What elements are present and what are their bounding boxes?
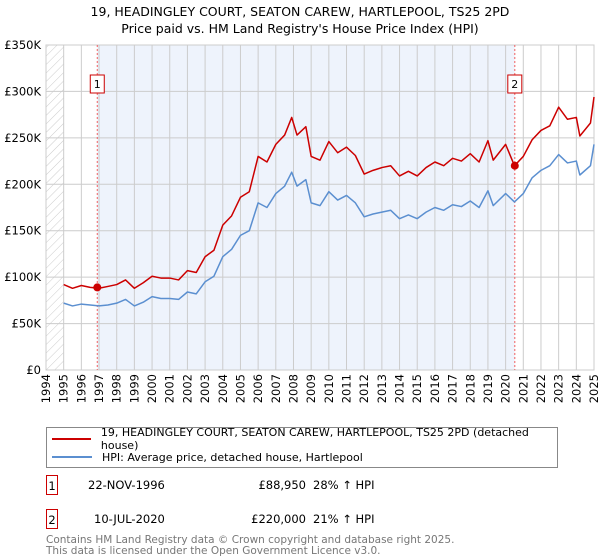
sale-row-2: 2 10-JUL-2020 £220,000 21% ↑ HPI [46,509,546,529]
x-tick-label: 2014 [393,374,407,403]
legend: 19, HEADINGLEY COURT, SEATON CAREW, HART… [46,426,558,468]
x-tick-label: 2007 [269,374,283,403]
y-tick-label: £100K [4,270,41,284]
x-tick-label: 1999 [127,374,141,403]
ownership-shading [97,45,515,370]
x-tick-label: 2019 [481,374,495,403]
property-price-line [63,96,595,290]
x-tick-label: 2009 [304,374,318,403]
y-tick-label: £50K [12,317,42,331]
hpi-line [63,144,595,307]
x-tick-label: 1998 [110,374,124,403]
x-tick-label: 2020 [499,374,513,403]
pre-data-hatch [46,45,64,370]
x-tick-label: 2011 [340,374,354,403]
sale-price: £220,000 [251,512,306,526]
sale-badge: 2 [46,509,58,529]
price-chart: 1994 1995 1996 1997 1998 1999 2000 2001 2002 2003… [4,38,600,403]
y-tick-label: £0 [26,363,41,377]
x-tick-label: 2006 [251,374,265,403]
x-tick-label: 2000 [145,374,159,403]
plot-border [45,44,595,371]
sale-row-1: 1 22-NOV-1996 £88,950 28% ↑ HPI [46,475,546,495]
footer-licence: This data is licensed under the Open Gov… [46,545,381,557]
x-tick-label: 2010 [322,374,336,403]
sale-label-box [507,74,523,94]
x-tick-label: 2013 [375,374,389,403]
x-tick-label: 2022 [534,374,548,403]
sale-label-box [89,74,105,94]
x-tick-label: 2008 [286,374,300,403]
x-tick-label: 2015 [410,374,424,403]
sale-price: £88,950 [258,478,306,492]
x-tick-label: 2021 [516,374,530,403]
x-tick-label: 2004 [216,374,230,403]
x-tick-label: 2005 [233,374,247,403]
sale-date: 10-JUL-2020 [94,512,165,526]
sale-badge: 1 [46,475,58,495]
x-tick-label: 2018 [463,374,477,403]
sale-label: 1 [94,78,101,91]
chart-title: 19, HEADINGLEY COURT, SEATON CAREW, HART… [90,4,510,19]
x-tick-label: 2017 [446,374,460,403]
sale-label: 2 [511,78,518,91]
legend-swatch-property [52,438,91,440]
y-tick-label: £350K [4,38,41,52]
x-tick-label: 2003 [198,374,212,403]
x-tick-label: 2001 [163,374,177,403]
footer-copyright: Contains HM Land Registry data © Crown c… [46,534,455,546]
x-tick-label: 1997 [92,374,106,403]
x-tick-label: 1996 [74,374,88,403]
x-tick-label: 2025 [587,374,600,403]
x-tick-label: 2012 [357,374,371,403]
sale-point [510,161,519,170]
sale-point [93,283,102,292]
y-tick-label: £300K [4,84,41,98]
x-tick-label: 1995 [57,374,71,403]
sale-date: 22-NOV-1996 [88,478,165,492]
x-tick-label: 2024 [569,374,583,403]
x-tick-label: 2002 [180,374,194,403]
y-tick-label: £150K [4,224,41,238]
sale-hpi-change: 28% ↑ HPI [313,478,375,492]
legend-swatch-hpi [52,456,92,458]
legend-label-hpi: HPI: Average price, detached house, Hart… [102,450,363,464]
x-tick-label: 1994 [39,374,53,403]
x-tick-label: 2016 [428,374,442,403]
x-tick-label: 2023 [552,374,566,403]
y-tick-label: £250K [4,131,41,145]
legend-label-property: 19, HEADINGLEY COURT, SEATON CAREW, HART… [100,426,529,452]
chart-subtitle: Price paid vs. HM Land Registry's House … [121,21,479,36]
y-tick-label: £200K [4,177,41,191]
sale-hpi-change: 21% ↑ HPI [313,512,375,526]
